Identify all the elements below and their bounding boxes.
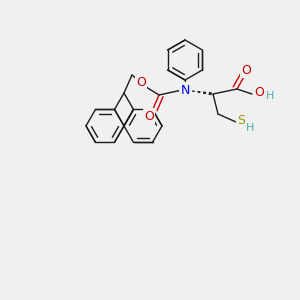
Text: O: O	[136, 76, 146, 88]
Text: O: O	[144, 110, 154, 122]
Text: S: S	[237, 113, 245, 127]
Text: H: H	[266, 91, 274, 101]
Text: N: N	[180, 83, 190, 97]
Text: H: H	[246, 123, 254, 133]
Text: O: O	[241, 64, 251, 76]
Text: O: O	[254, 85, 264, 98]
